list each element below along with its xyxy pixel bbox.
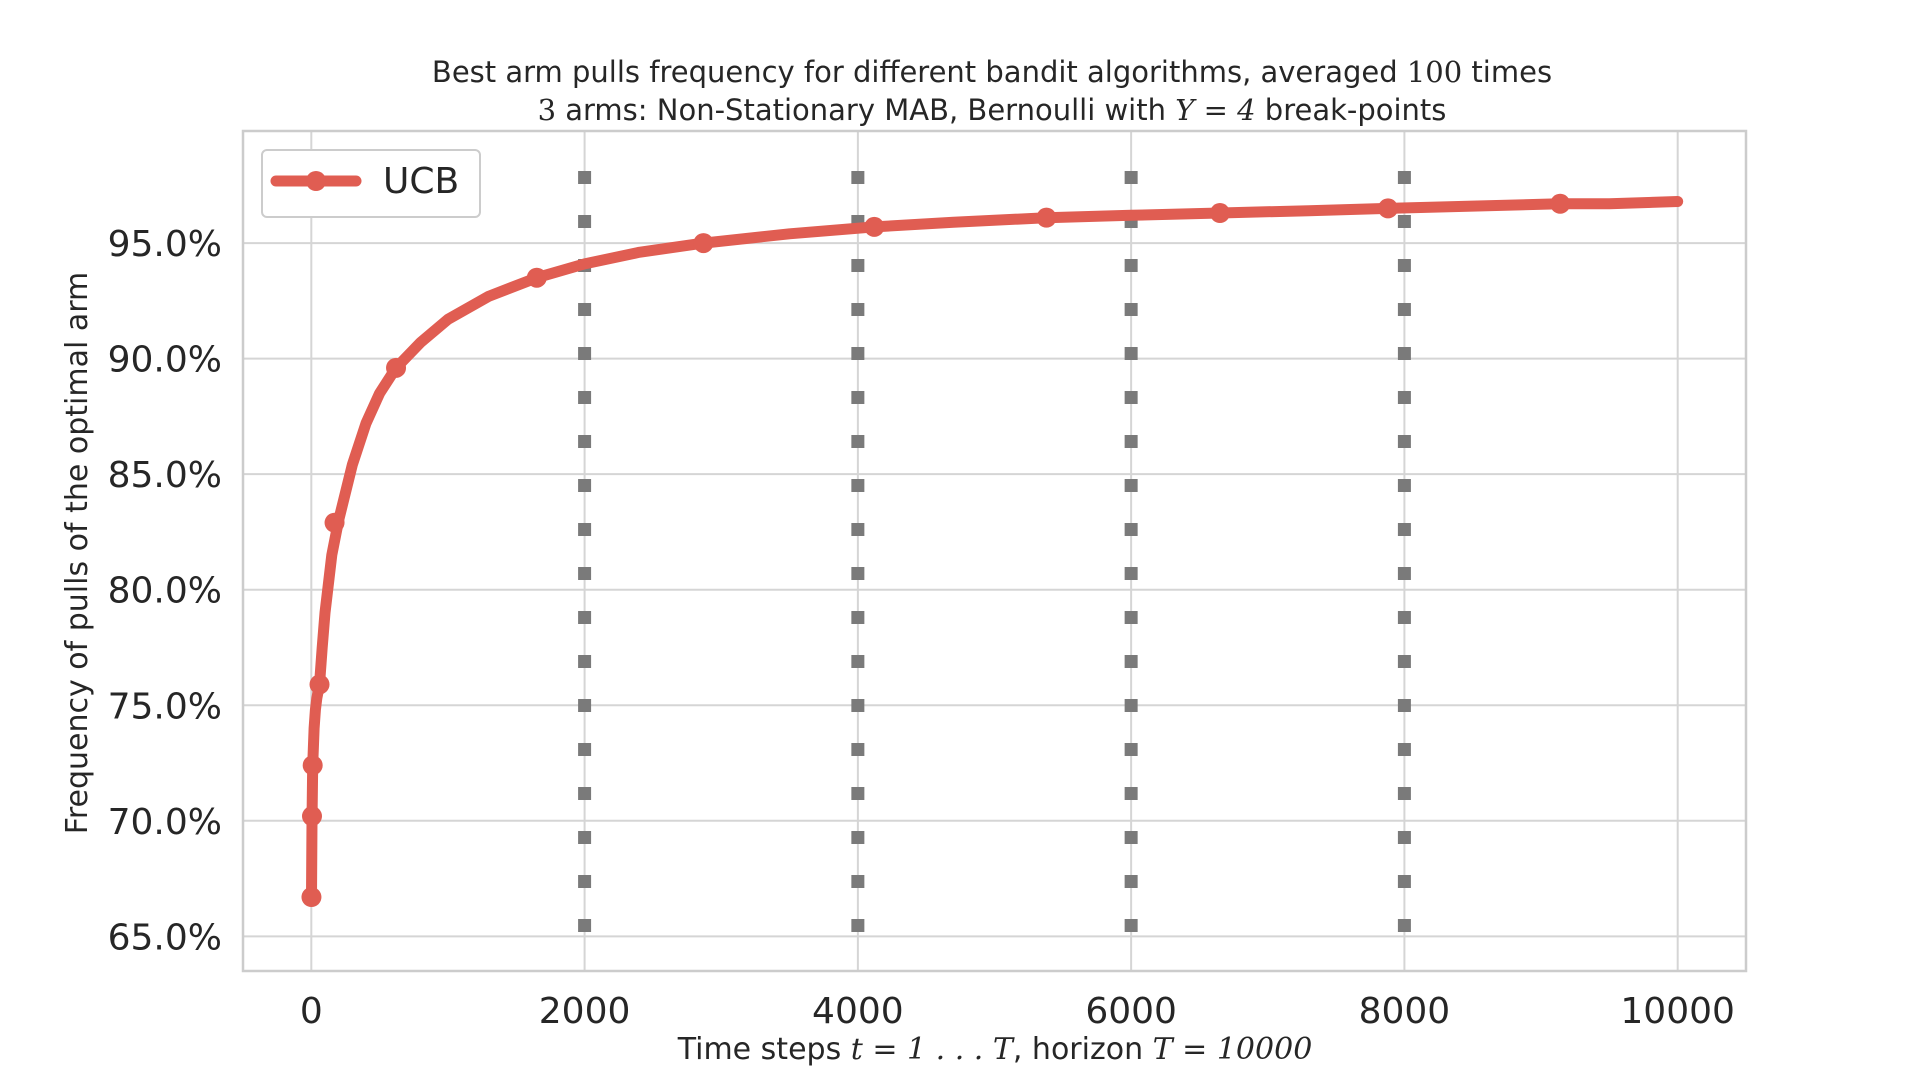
- legend: UCB: [261, 149, 481, 218]
- y-tick-label-3: 80.0%: [108, 571, 222, 612]
- series-marker-5: [386, 357, 407, 378]
- series-marker-11: [1378, 198, 1399, 219]
- chart-title-line-2: 3 arms: Non-Stationary MAB, Bernoulli wi…: [538, 93, 1447, 127]
- plot-frame: [241, 129, 1748, 973]
- y-tick-label-5: 90.0%: [108, 340, 222, 381]
- y-tick-label-4: 85.0%: [108, 455, 222, 496]
- legend-label-ucb: UCB: [383, 161, 459, 202]
- x-tick-label-3: 6000: [1085, 991, 1177, 1032]
- y-tick-label-0: 65.0%: [108, 917, 222, 958]
- legend-marker-ucb: [306, 171, 326, 191]
- series-marker-7: [693, 233, 714, 254]
- series-marker-4: [324, 512, 345, 533]
- x-tick-label-5: 10000: [1620, 991, 1735, 1032]
- y-tick-label-2: 75.0%: [108, 686, 222, 727]
- series-marker-2: [302, 755, 323, 776]
- x-tick-label-4: 8000: [1359, 991, 1451, 1032]
- series-layer: [301, 193, 1684, 908]
- series-marker-9: [1036, 207, 1057, 228]
- y-tick-labels: 65.0% 70.0% 75.0% 80.0% 85.0% 90.0% 95.0%: [108, 224, 222, 958]
- y-tick-label-1: 70.0%: [108, 802, 222, 843]
- series-marker-0: [301, 887, 322, 908]
- y-axis-label: Frequency of pulls of the optimal arm: [60, 272, 95, 834]
- x-tick-label-2: 4000: [812, 991, 904, 1032]
- grid-lines: [243, 131, 1746, 971]
- x-tick-labels: 0 2000 4000 6000 8000 10000: [300, 991, 1735, 1032]
- x-tick-label-0: 0: [300, 991, 323, 1032]
- series-marker-3: [309, 674, 330, 695]
- series-marker-8: [864, 216, 885, 237]
- series-marker-6: [526, 267, 547, 288]
- x-tick-label-1: 2000: [539, 991, 631, 1032]
- y-tick-label-6: 95.0%: [108, 224, 222, 265]
- x-axis-label: Time steps t = 1 . . . T, horizon T = 10…: [677, 1032, 1313, 1067]
- series-marker-12: [1550, 193, 1571, 214]
- legend-box: [261, 149, 481, 218]
- series-marker-1: [302, 806, 323, 827]
- chart-title-line-1: Best arm pulls frequency for different b…: [432, 55, 1552, 89]
- plot-area: [243, 131, 1746, 971]
- series-marker-10: [1209, 203, 1230, 224]
